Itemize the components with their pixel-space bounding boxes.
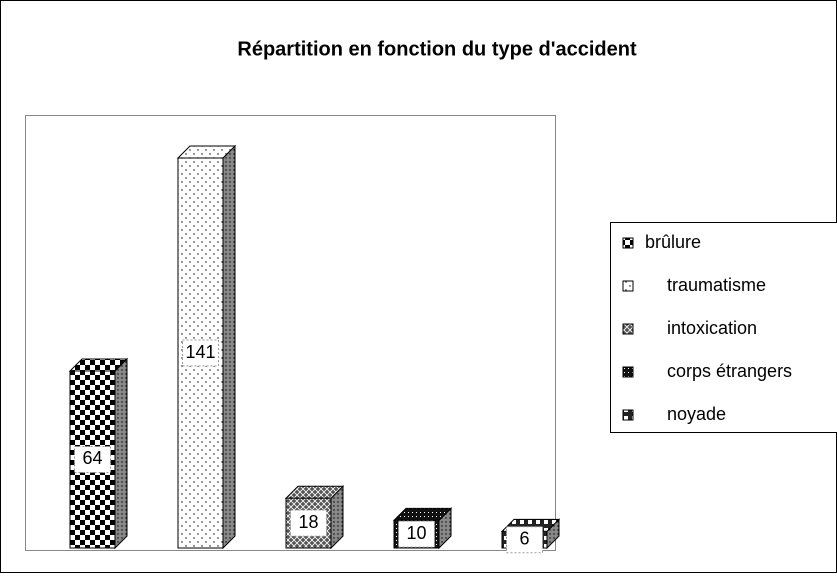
data-label: 10 xyxy=(406,523,426,543)
legend-label: traumatisme xyxy=(667,275,766,295)
legend-swatch xyxy=(623,367,633,377)
legend-label: brûlure xyxy=(645,232,701,252)
legend-label: intoxication xyxy=(667,318,757,338)
legend-label: corps étrangers xyxy=(667,361,792,381)
chart-title: Répartition en fonction du type d'accide… xyxy=(237,38,637,60)
legend-swatch xyxy=(623,238,633,248)
data-label: 141 xyxy=(185,342,215,362)
legend-label: noyade xyxy=(667,404,726,424)
data-label: 6 xyxy=(519,528,529,548)
legend-swatch xyxy=(623,410,633,420)
legend-swatch xyxy=(623,281,633,291)
legend-swatch xyxy=(623,324,633,334)
data-label: 18 xyxy=(298,512,318,532)
data-label: 64 xyxy=(82,448,102,468)
